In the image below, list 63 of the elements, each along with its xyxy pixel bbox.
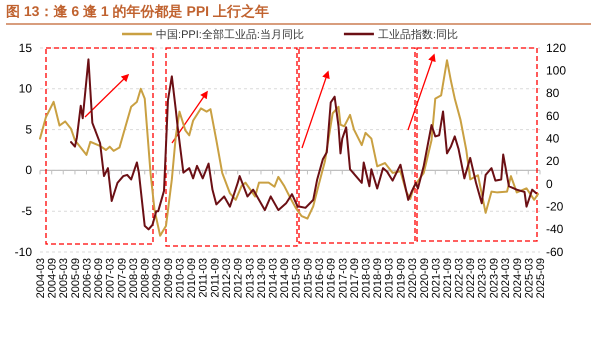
x-tick-label: 2025-03 xyxy=(523,258,536,298)
x-tick-label: 2011-09 xyxy=(209,258,222,298)
x-tick-label: 2021-03 xyxy=(430,258,442,298)
y2-tick-label: 100 xyxy=(546,64,566,78)
y-tick-label: 0 xyxy=(25,163,32,178)
x-tick-label: 2009-09 xyxy=(162,258,175,298)
x-tick-label: 2025-09 xyxy=(535,258,547,298)
x-tick-label: 2020-03 xyxy=(407,258,420,298)
chart-title: 图 13：逢 6 逢 1 的年份都是 PPI 上行之年 xyxy=(6,3,269,19)
x-tick-label: 2012-09 xyxy=(232,258,245,298)
x-tick-label: 2023-09 xyxy=(488,258,500,298)
x-tick-label: 2018-03 xyxy=(360,258,373,298)
x-tick-label: 2013-03 xyxy=(244,258,256,298)
y2-tick-label: 40 xyxy=(546,132,560,146)
x-tick-label: 2006-03 xyxy=(81,258,94,298)
y-tick-label: 10 xyxy=(18,82,32,96)
x-tick-label: 2004-09 xyxy=(46,258,59,298)
y-tick-label: 5 xyxy=(25,122,32,136)
x-tick-label: 2024-03 xyxy=(500,258,512,298)
y2-tick-label: 20 xyxy=(546,154,560,168)
x-tick-label: 2009-03 xyxy=(151,258,164,298)
legend-label: 中国:PPI:全部工业品:当月同比 xyxy=(156,28,304,41)
y2-tick-label: 0 xyxy=(546,176,553,191)
x-tick-label: 2005-03 xyxy=(58,258,70,298)
x-tick-label: 2011-03 xyxy=(198,258,210,298)
x-tick-label: 2016-09 xyxy=(326,258,338,298)
x-tick-label: 2004-03 xyxy=(35,258,47,298)
x-tick-label: 2022-09 xyxy=(465,258,478,298)
x-tick-label: 2020-09 xyxy=(418,258,431,298)
x-tick-label: 2014-03 xyxy=(267,258,280,298)
x-tick-label: 2010-09 xyxy=(186,258,198,298)
x-tick-label: 2015-03 xyxy=(290,258,303,298)
x-tick-label: 2007-09 xyxy=(116,258,128,298)
x-tick-label: 2016-03 xyxy=(314,258,326,298)
x-tick-label: 2012-03 xyxy=(221,258,234,298)
x-tick-label: 2015-09 xyxy=(302,258,314,298)
y2-tick-label: 60 xyxy=(546,108,560,123)
x-tick-label: 2008-03 xyxy=(128,258,140,298)
y2-tick-label: 80 xyxy=(546,86,560,100)
y2-tick-label: 120 xyxy=(546,40,566,55)
x-tick-label: 2022-03 xyxy=(454,258,466,298)
x-tick-label: 2019-09 xyxy=(395,258,408,298)
y2-tick-label: -20 xyxy=(546,200,564,214)
x-tick-label: 2018-09 xyxy=(372,258,384,298)
x-tick-label: 2024-09 xyxy=(512,258,524,298)
legend-label: 工业品指数:同比 xyxy=(378,28,458,41)
x-tick-label: 2007-03 xyxy=(104,258,117,298)
x-tick-label: 2006-09 xyxy=(93,258,106,298)
y-tick-label: -5 xyxy=(21,204,32,218)
x-tick-label: 2010-03 xyxy=(174,258,186,298)
x-tick-label: 2019-03 xyxy=(384,258,396,298)
x-tick-label: 2017-09 xyxy=(348,258,361,298)
y-tick-label: -10 xyxy=(14,244,32,259)
x-tick-label: 2021-09 xyxy=(442,258,454,298)
y2-tick-label: -60 xyxy=(546,244,564,259)
x-tick-label: 2013-09 xyxy=(256,258,268,298)
x-tick-label: 2014-09 xyxy=(279,258,292,298)
x-tick-label: 2008-09 xyxy=(140,258,152,298)
y2-tick-label: -40 xyxy=(546,222,564,236)
x-tick-label: 2005-09 xyxy=(70,258,82,298)
x-tick-label: 2023-03 xyxy=(476,258,489,298)
x-tick-label: 2017-03 xyxy=(337,258,350,298)
y-tick-label: 15 xyxy=(18,40,32,55)
